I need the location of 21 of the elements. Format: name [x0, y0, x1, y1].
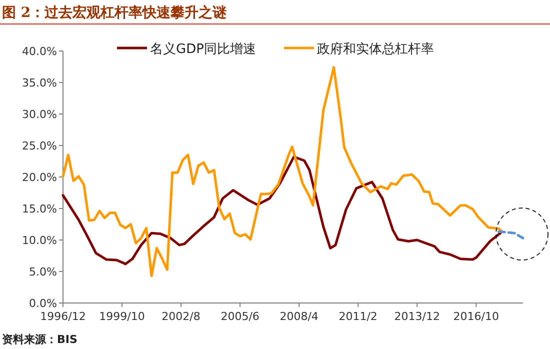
legend-label: 政府和实体总杠杆率 [317, 41, 434, 57]
x-tick-label: 2016/10 [453, 310, 499, 323]
chart-title: 图 2：过去宏观杠杆率快速攀升之谜 [2, 4, 227, 21]
y-tick-label: 10.0% [22, 234, 57, 247]
legend-label: 名义GDP同比增速 [150, 42, 256, 57]
y-tick-label: 35.0% [22, 76, 57, 90]
y-tick-label: 30.0% [22, 108, 57, 121]
x-tick-label: 1996/12 [40, 310, 86, 323]
x-tick-label: 2011/2 [338, 310, 378, 323]
y-tick-label: 0.0% [29, 297, 57, 310]
y-tick-label: 5.0% [29, 266, 57, 278]
x-tick-label: 1999/10 [99, 310, 145, 323]
x-tick-label: 2008/4 [280, 310, 318, 323]
x-tick-label: 2005/6 [220, 310, 260, 323]
text: 资料来源：BIS [2, 333, 78, 346]
x-tick-label: 2002/8 [162, 310, 200, 323]
y-tick-label: 15.0% [22, 202, 57, 216]
y-tick-label: 40.0% [22, 45, 57, 58]
x-tick-label: 2013/12 [394, 310, 440, 323]
y-tick-label: 25.0% [22, 140, 57, 152]
y-tick-label: 20.0% [22, 171, 57, 184]
